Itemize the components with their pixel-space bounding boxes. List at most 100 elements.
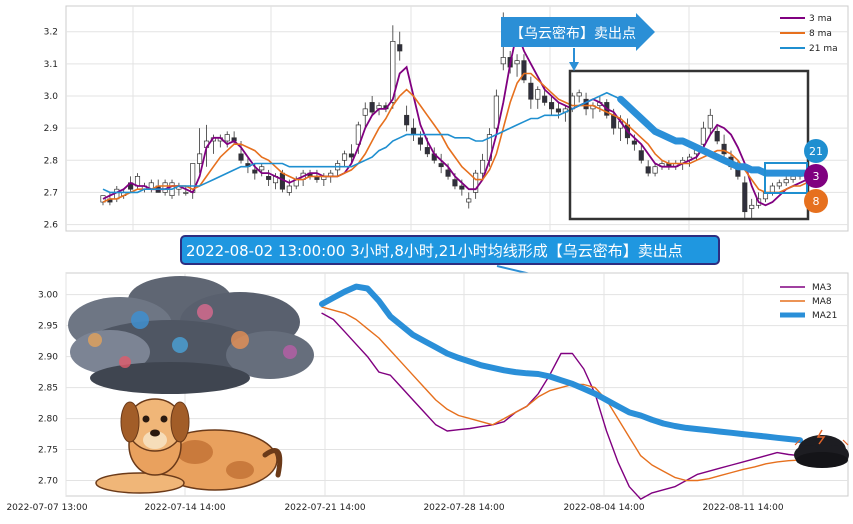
candle (348, 144, 354, 164)
bottom-ma-lines (319, 283, 803, 500)
badge-8-label: 8 (813, 195, 820, 208)
top-y-tick-label: 2.6 (44, 221, 59, 231)
candle-body (493, 95, 499, 129)
candle-body (341, 153, 348, 161)
candle (514, 54, 520, 77)
candle-body (183, 192, 189, 194)
candle-body (459, 185, 465, 190)
candle-body (514, 60, 520, 65)
candle-body (259, 166, 265, 171)
candle-body (390, 41, 396, 103)
badge-3-label: 3 (813, 170, 820, 183)
bottom-x-tick-label: 2022-07-21 14:00 (284, 503, 365, 513)
candle (369, 96, 375, 116)
signal-callout: 【乌云密布】卖出点 (501, 13, 655, 71)
candle-body (197, 153, 203, 164)
candle-body (742, 182, 748, 213)
banner-box (180, 235, 720, 265)
candle (576, 89, 582, 103)
candle (493, 89, 499, 135)
candle-body (424, 147, 430, 155)
candle-body (445, 169, 451, 177)
candle-body (500, 57, 506, 65)
legend-label-3ma: 3 ma (809, 14, 832, 24)
candle (549, 96, 555, 116)
candle-body (252, 169, 258, 174)
candle-body (652, 166, 658, 174)
candle-body (452, 179, 458, 187)
bottom-x-axis: 2022-07-07 13:00 2022-07-14 14:00 2022-07-… (6, 503, 783, 513)
top-plot-area (65, 5, 849, 232)
candle-body (355, 124, 361, 145)
candle (783, 176, 789, 186)
top-y-tick-label: 2.8 (44, 156, 59, 166)
candle (721, 134, 727, 161)
legend-label-ma8: MA8 (812, 297, 832, 307)
candle-body (700, 127, 706, 145)
candle-body (286, 185, 292, 193)
highlight-ma21-thick-line (617, 95, 818, 177)
candle (749, 198, 755, 219)
callout-text: 【乌云密布】卖出点 (510, 25, 636, 42)
top-y-axis: 3.2 3.1 3.0 2.9 2.8 2.7 2.6 (44, 28, 59, 231)
candle (390, 25, 396, 109)
banner-text: 2022-08-02 13:00:00 3小时,8小时,21小时均线形成【乌云密… (186, 242, 683, 260)
candle (259, 163, 265, 177)
top-y-tick-label: 3.2 (44, 28, 58, 38)
legend-label-8ma: 8 ma (809, 29, 832, 39)
badge-3-circle (804, 164, 828, 188)
candle (397, 31, 403, 61)
bottom-panel: 3.00 2.95 2.90 2.85 2.80 2.75 2.70 2022-07-07 … (6, 272, 849, 513)
candle (404, 105, 410, 132)
legend-label-ma21: MA21 (812, 311, 837, 321)
candle (776, 179, 782, 190)
candle (638, 144, 644, 164)
candle-body (238, 153, 244, 161)
bottom-line-MA3 (321, 312, 801, 500)
bottom-y-tick-label: 3.00 (38, 291, 58, 301)
candle-body (576, 92, 582, 97)
ma-badges: 21 3 8 (804, 139, 828, 213)
candle-body (362, 108, 368, 116)
top-candlesticks (100, 12, 803, 219)
candle-body (466, 198, 472, 203)
candle-body (521, 60, 527, 81)
candle-body (749, 204, 755, 209)
top-line-3-ma (102, 28, 815, 207)
candle (652, 163, 658, 177)
bottom-y-tick-label: 2.75 (38, 446, 58, 456)
candle (341, 150, 348, 167)
candle-body (611, 114, 617, 129)
legend-label-21ma: 21 ma (809, 44, 838, 54)
candle-body (438, 163, 444, 168)
candle-body (555, 108, 562, 113)
candle (535, 86, 541, 109)
bottom-y-tick-label: 2.90 (38, 353, 58, 363)
candle-body (707, 114, 713, 129)
candle-body (369, 102, 375, 113)
bottom-y-tick-label: 2.85 (38, 384, 58, 394)
dog-illustration (95, 398, 283, 494)
candle-body (480, 159, 486, 174)
candle-body (638, 150, 644, 161)
candle (466, 192, 472, 209)
top-y-tick-label: 3.0 (44, 92, 59, 102)
callout-pointer-head (569, 62, 579, 71)
bottom-x-tick-label: 2022-08-11 14:00 (702, 503, 783, 513)
top-line-8-ma (102, 72, 815, 203)
candle (645, 160, 651, 177)
bottom-y-tick-label: 2.80 (38, 415, 58, 425)
candle (707, 108, 713, 135)
candle-body (404, 114, 410, 126)
top-panel: 3.2 3.1 3.0 2.9 2.8 2.7 2.6 3 ma 8 ma 21 ma 【乌… (44, 5, 849, 232)
candle (183, 186, 189, 196)
candle-body (721, 143, 727, 155)
badge-21-label: 21 (809, 145, 823, 158)
bottom-line-MA8 (321, 306, 801, 482)
bottom-x-tick-label: 2022-08-04 14:00 (563, 503, 644, 513)
candle-body (266, 176, 272, 180)
badge-8-circle (804, 189, 828, 213)
bottom-x-tick-label: 2022-07-28 14:00 (423, 503, 504, 513)
